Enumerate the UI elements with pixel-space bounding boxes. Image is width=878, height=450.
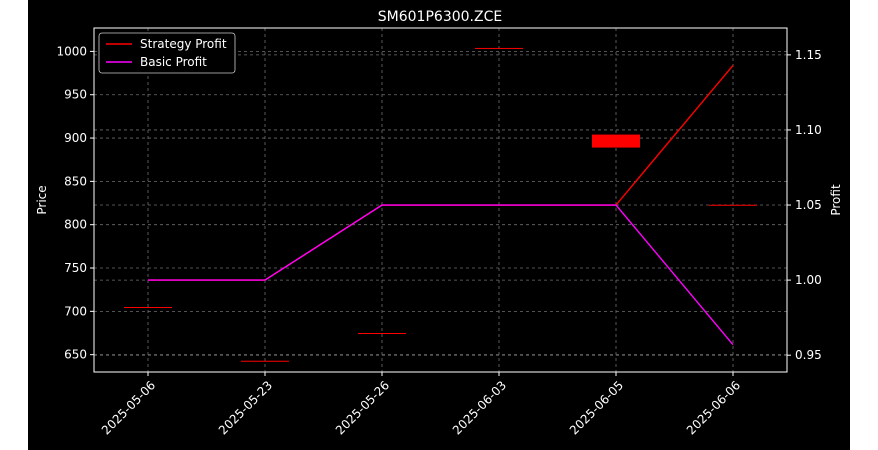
- candle-3: [475, 47, 523, 49]
- right-tick-label-2: 1.05: [795, 198, 822, 212]
- left-axis: 650 700 750 800 850 900 950 1000: [56, 44, 94, 362]
- legend: Strategy Profit Basic Profit: [98, 32, 236, 74]
- right-tick-label-3: 1.10: [795, 123, 822, 137]
- left-tick-label-5: 900: [64, 131, 87, 145]
- left-tick-label-6: 950: [64, 88, 87, 102]
- candle-4: [592, 134, 640, 148]
- legend-label-1: Basic Profit: [140, 55, 207, 69]
- candles: [124, 47, 757, 362]
- series-lines: [148, 64, 734, 346]
- left-tick-label-2: 750: [64, 261, 87, 275]
- right-axis-label: Profit: [829, 184, 843, 216]
- left-tick-label-7: 1000: [56, 44, 87, 58]
- series-line-1: [148, 204, 734, 346]
- right-tick-label-1: 1.00: [795, 273, 822, 287]
- chart-title: SM601P6300.ZCE: [378, 9, 502, 25]
- candle-2: [358, 333, 406, 335]
- candle-0: [124, 307, 172, 309]
- left-axis-label: Price: [35, 185, 49, 214]
- right-tick-label-0: 0.95: [795, 348, 822, 362]
- legend-label-0: Strategy Profit: [140, 37, 227, 51]
- candle-1: [241, 360, 289, 362]
- left-tick-label-4: 850: [64, 174, 87, 188]
- left-tick-label-1: 700: [64, 304, 87, 318]
- right-axis: 0.95 1.00 1.05 1.10 1.15: [787, 48, 822, 362]
- left-tick-label-3: 800: [64, 218, 87, 232]
- right-tick-label-4: 1.15: [795, 48, 822, 62]
- legend-box: [98, 32, 236, 74]
- plot-frame: [93, 27, 788, 373]
- candle-5: [709, 204, 757, 206]
- left-tick-label-0: 650: [64, 348, 87, 362]
